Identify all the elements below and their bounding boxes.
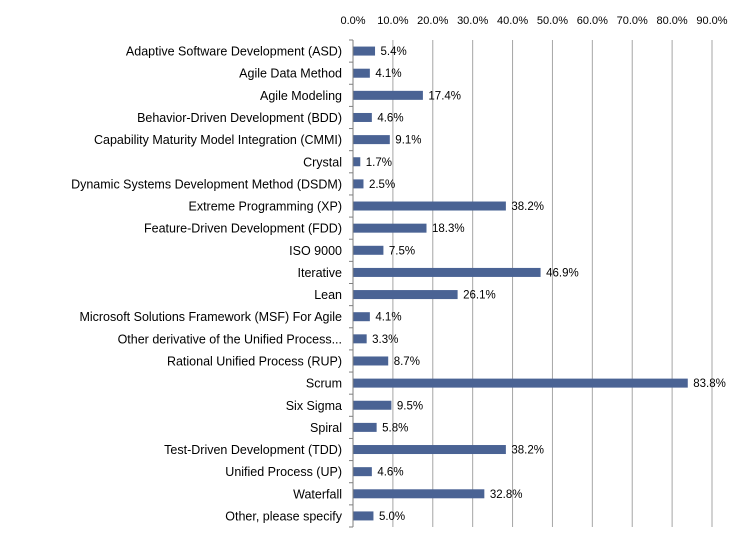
bar [353,312,370,322]
category-label: Agile Modeling [260,89,342,103]
bar [353,201,506,211]
category-label: Other, please specify [225,509,342,523]
category-label: Behavior-Driven Development (BDD) [137,111,342,125]
category-label: Microsoft Solutions Framework (MSF) For … [79,310,342,324]
category-label: Unified Process (UP) [225,465,342,479]
data-label: 4.6% [377,467,403,479]
data-label: 17.4% [428,90,461,102]
bar [353,68,370,78]
data-label: 38.2% [511,201,544,213]
data-label: 5.4% [381,46,407,58]
data-label: 9.1% [395,135,421,147]
x-tick-label: 90.0% [696,15,727,27]
data-label: 9.5% [397,400,423,412]
data-label: 32.8% [490,489,523,501]
bar [353,135,390,145]
data-label: 18.3% [432,223,465,235]
bar [353,378,688,388]
x-tick-label: 30.0% [457,15,488,27]
bar [353,334,367,344]
bar [353,489,485,499]
category-label: Feature-Driven Development (FDD) [144,222,342,236]
bar [353,112,372,122]
x-tick-label: 20.0% [417,15,448,27]
data-labels: 5.4% 4.1% 17.4% 4.6% 9.1%1.7% 2.5% 38.2% 18.3% 7… [366,46,726,523]
gridlines [392,40,713,527]
category-label: Waterfall [293,487,342,501]
data-label: 7.5% [389,245,415,257]
category-labels: Adaptive Software Development (ASD) Agile… [71,39,353,528]
bar [353,157,361,167]
category-label: Agile Data Method [239,67,342,81]
category-label: Spiral [310,421,342,435]
category-label: ISO 9000 [289,244,342,258]
data-label: 1.7% [366,157,392,169]
bar [353,467,372,477]
category-label: Six Sigma [286,399,342,413]
data-label: 4.6% [377,112,403,124]
x-tick-label: 60.0% [577,15,608,27]
category-label: Lean [314,288,342,302]
category-label: Scrum [306,377,342,391]
bar [353,445,506,455]
bar [353,511,374,521]
x-tick-label: 80.0% [657,15,688,27]
data-label: 2.5% [369,179,395,191]
bars [353,46,688,521]
x-tick-label: 50.0% [537,15,568,27]
category-label: Test-Driven Development (TDD) [164,443,342,457]
data-label: 4.1% [375,312,401,324]
bar [353,46,376,56]
x-axis-tick-labels: 0.0% 10.0% 20.0% 30.0% 40.0% 50.0% 60.0% 70.0% 8… [340,15,727,27]
bar [353,90,423,100]
bar [353,422,377,432]
bar [353,267,541,277]
category-label: Iterative [298,266,343,280]
category-label: Capability Maturity Model Integration (C… [94,133,342,147]
bar [353,223,427,233]
bar [353,290,458,300]
data-label: 38.2% [511,445,544,457]
category-label: Crystal [303,155,342,169]
category-label: Dynamic Systems Development Method (DSDM… [71,177,342,191]
data-label: 3.3% [372,334,398,346]
category-label: Rational Unified Process (RUP) [167,354,342,368]
category-label: Extreme Programming (XP) [188,200,342,214]
bar [353,179,364,189]
data-label: 46.9% [546,267,579,279]
data-label: 5.0% [379,511,405,523]
x-tick-label: 70.0% [617,15,648,27]
category-label: Adaptive Software Development (ASD) [126,45,342,59]
bar [353,400,392,410]
data-label: 26.1% [463,290,496,302]
data-label: 8.7% [394,356,420,368]
bar [353,356,389,366]
x-tick-label: 0.0% [340,15,365,27]
data-label: 83.8% [693,378,726,390]
bar [353,245,384,255]
data-label: 4.1% [375,68,401,80]
x-tick-label: 10.0% [377,15,408,27]
category-label: Other derivative of the Unified Process.… [118,332,342,346]
x-tick-label: 40.0% [497,15,528,27]
data-label: 5.8% [382,422,408,434]
